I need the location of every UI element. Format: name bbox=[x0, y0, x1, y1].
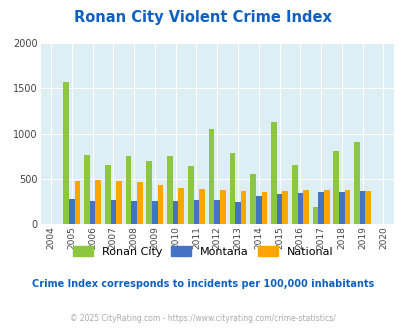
Bar bbox=[104, 165, 110, 224]
Bar bbox=[95, 180, 101, 224]
Bar bbox=[234, 202, 240, 224]
Bar bbox=[69, 199, 75, 224]
Bar bbox=[126, 156, 131, 224]
Bar bbox=[318, 192, 323, 224]
Bar bbox=[116, 181, 121, 224]
Bar bbox=[333, 151, 338, 224]
Bar bbox=[323, 190, 329, 224]
Bar bbox=[281, 191, 287, 224]
Bar bbox=[220, 190, 225, 224]
Bar bbox=[208, 129, 214, 224]
Bar bbox=[131, 201, 136, 224]
Bar bbox=[312, 207, 318, 224]
Bar bbox=[364, 191, 370, 224]
Bar bbox=[255, 196, 261, 224]
Text: Ronan City Violent Crime Index: Ronan City Violent Crime Index bbox=[74, 10, 331, 25]
Bar bbox=[261, 192, 266, 224]
Bar bbox=[63, 82, 69, 224]
Bar bbox=[193, 200, 199, 224]
Bar bbox=[276, 194, 281, 224]
Text: Crime Index corresponds to incidents per 100,000 inhabitants: Crime Index corresponds to incidents per… bbox=[32, 279, 373, 289]
Text: © 2025 CityRating.com - https://www.cityrating.com/crime-statistics/: © 2025 CityRating.com - https://www.city… bbox=[70, 314, 335, 323]
Bar bbox=[344, 190, 350, 224]
Bar bbox=[303, 190, 308, 224]
Bar bbox=[90, 201, 95, 224]
Bar bbox=[167, 156, 173, 224]
Bar bbox=[297, 193, 303, 224]
Bar bbox=[152, 201, 157, 224]
Bar bbox=[157, 185, 163, 224]
Bar bbox=[75, 181, 80, 224]
Bar bbox=[229, 153, 234, 224]
Bar bbox=[271, 122, 276, 224]
Bar bbox=[136, 182, 142, 224]
Bar bbox=[214, 200, 220, 224]
Bar bbox=[199, 189, 205, 224]
Bar bbox=[354, 142, 359, 224]
Bar bbox=[338, 192, 344, 224]
Bar bbox=[250, 174, 255, 224]
Bar bbox=[291, 164, 297, 224]
Bar bbox=[84, 155, 90, 224]
Bar bbox=[359, 191, 364, 224]
Bar bbox=[110, 200, 116, 224]
Bar bbox=[146, 161, 152, 224]
Bar bbox=[240, 191, 246, 224]
Bar bbox=[188, 166, 193, 224]
Bar bbox=[178, 188, 183, 224]
Bar bbox=[173, 201, 178, 224]
Legend: Ronan City, Montana, National: Ronan City, Montana, National bbox=[68, 242, 337, 261]
